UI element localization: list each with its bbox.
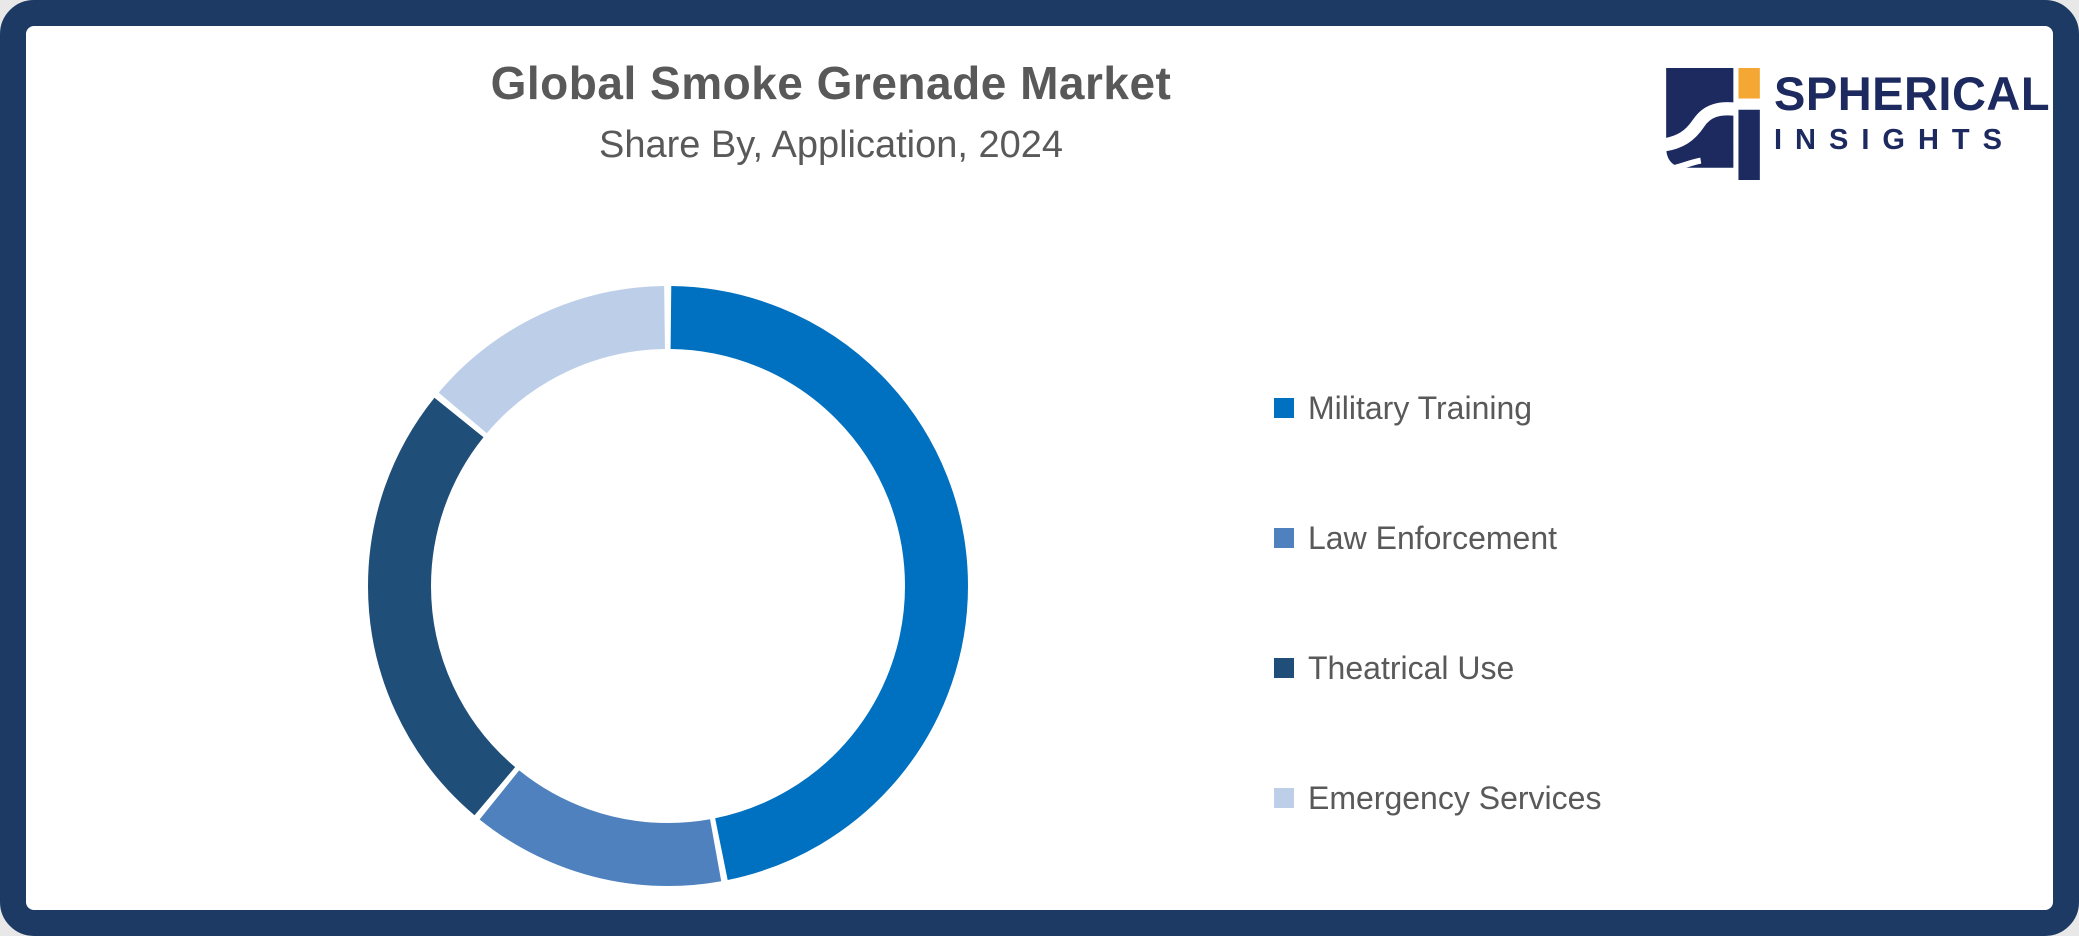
logo-tagline: INSIGHTS (1774, 124, 2015, 156)
legend-label: Law Enforcement (1308, 519, 1558, 556)
legend-marker-law-enforcement (1274, 528, 1294, 548)
legend-item-theatrical-use: Theatrical Use (1274, 648, 1601, 688)
legend-marker-military-training (1274, 398, 1294, 418)
legend-label: Theatrical Use (1308, 649, 1515, 686)
logo-i-dot (1738, 68, 1760, 99)
donut-segment-law-enforcement (368, 286, 968, 886)
legend-item-emergency-services: Emergency Services (1274, 778, 1601, 818)
logo-text: SPHERICAL INSIGHTS (1774, 70, 2050, 155)
logo-i-stem (1738, 109, 1760, 180)
spherical-insights-logo-icon (1666, 68, 1760, 180)
legend-marker-theatrical-use (1274, 658, 1294, 678)
legend-item-law-enforcement: Law Enforcement (1274, 518, 1601, 558)
legend: Military Training Law Enforcement Theatr… (1274, 388, 1601, 818)
spherical-insights-logo: SPHERICAL INSIGHTS (1666, 68, 2050, 180)
legend-label: Military Training (1308, 389, 1533, 426)
logo-name: SPHERICAL (1774, 67, 2051, 120)
donut-segment-military-training (368, 286, 968, 886)
donut-chart-svg (368, 286, 968, 886)
legend-marker-emergency-services (1274, 788, 1294, 808)
legend-label: Emergency Services (1308, 779, 1602, 816)
donut-segment-theatrical-use (368, 286, 968, 886)
legend-item-military-training: Military Training (1274, 388, 1601, 428)
chart-subtitle: Share By, Application, 2024 (598, 124, 1064, 166)
donut-chart (348, 266, 988, 906)
header: Global Smoke Grenade Market Share By, Ap… (26, 56, 1636, 167)
chart-title: Global Smoke Grenade Market (490, 57, 1172, 109)
